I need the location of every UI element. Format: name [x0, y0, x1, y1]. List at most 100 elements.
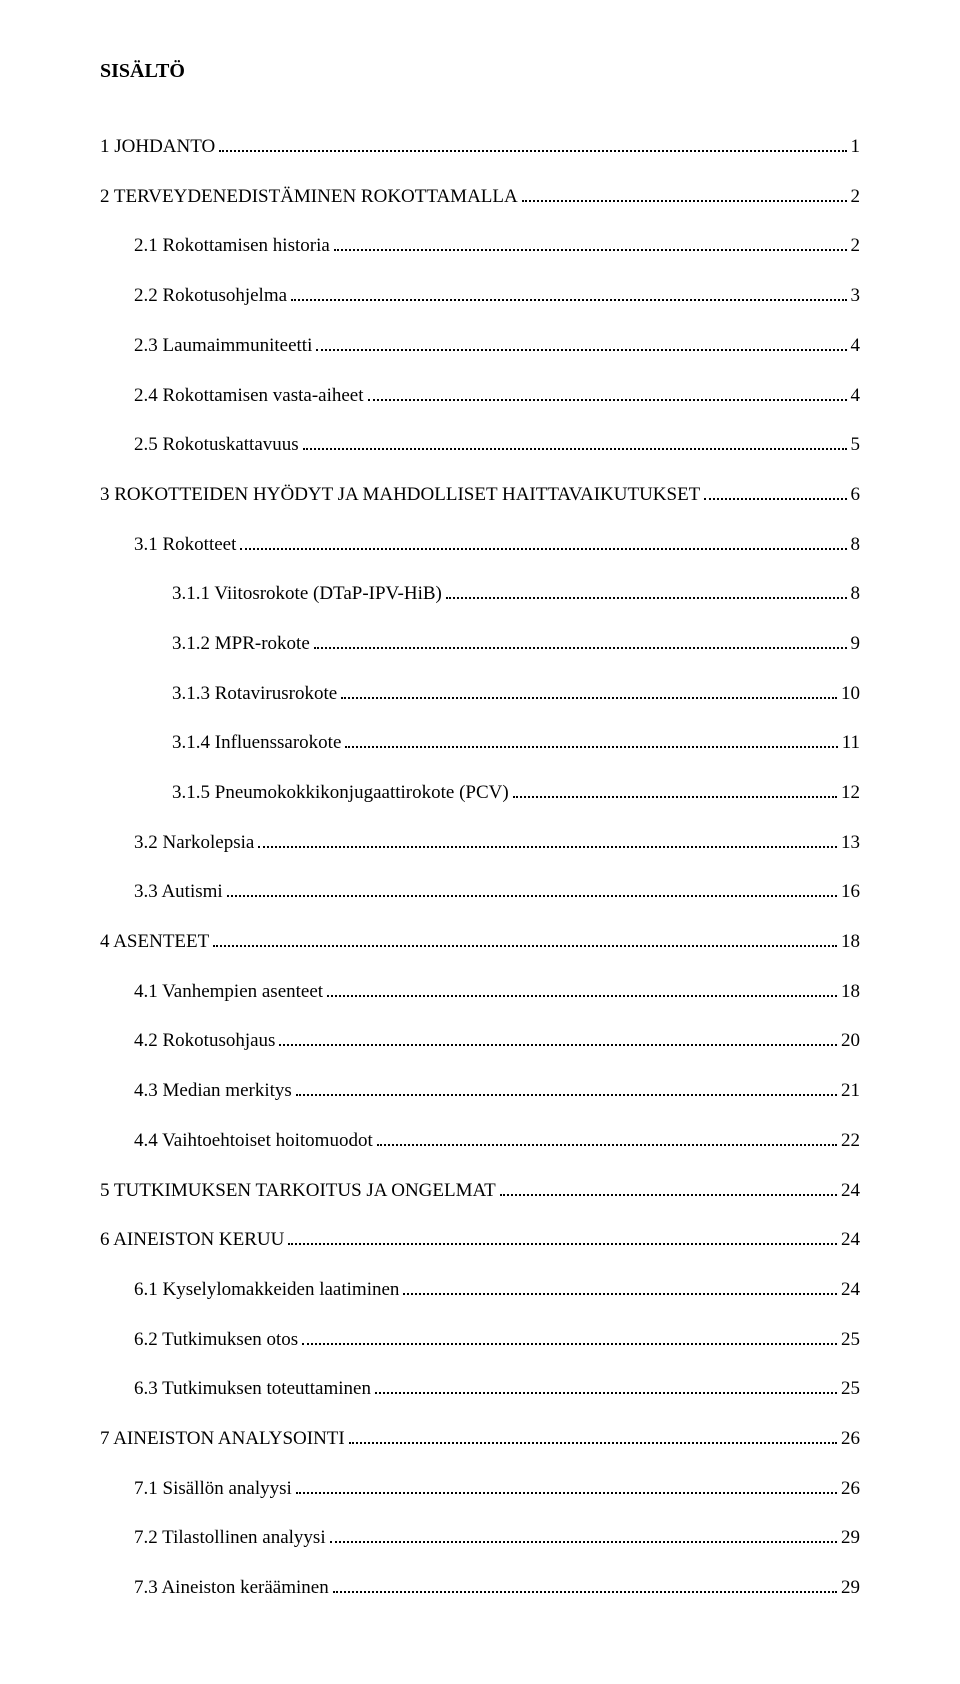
toc-entry-label: 7 AINEISTON ANALYSOINTI: [100, 1426, 345, 1453]
toc-leader-dots: [227, 878, 837, 897]
toc-entry-page: 29: [841, 1525, 860, 1552]
toc-entry: 2.3 Laumaimmuniteetti 4: [100, 332, 860, 360]
toc-entry-page: 24: [841, 1178, 860, 1205]
toc-entry: 4.1 Vanhempien asenteet 18: [100, 978, 860, 1006]
toc-leader-dots: [296, 1077, 837, 1096]
toc-entry-label: 2.3 Laumaimmuniteetti: [134, 333, 312, 360]
toc-entry-page: 9: [851, 631, 861, 658]
toc-leader-dots: [704, 481, 846, 500]
toc-entry-page: 11: [842, 730, 860, 757]
toc-leader-dots: [291, 282, 846, 301]
toc-entry: 4.2 Rokotusohjaus 20: [100, 1027, 860, 1055]
toc-entry-page: 8: [851, 581, 861, 608]
toc-entry-page: 24: [841, 1227, 860, 1254]
toc-entry-label: 2.1 Rokottamisen historia: [134, 233, 330, 260]
toc-entry-page: 24: [841, 1277, 860, 1304]
toc-entry: 4 ASENTEET 18: [100, 928, 860, 956]
toc-leader-dots: [403, 1276, 837, 1295]
toc-entry-label: 4.1 Vanhempien asenteet: [134, 979, 323, 1006]
toc-entry: 3.1.3 Rotavirusrokote 10: [100, 680, 860, 708]
toc-leader-dots: [327, 978, 837, 997]
toc-entry-label: 3.3 Autismi: [134, 879, 223, 906]
toc-entry-page: 21: [841, 1078, 860, 1105]
toc-entry: 3.3 Autismi 16: [100, 878, 860, 906]
toc-entry-page: 3: [851, 283, 861, 310]
toc-leader-dots: [240, 531, 846, 550]
toc-entry-label: 4.3 Median merkitys: [134, 1078, 292, 1105]
toc-leader-dots: [296, 1475, 837, 1494]
toc-entry-page: 1: [851, 134, 861, 161]
toc-leader-dots: [330, 1524, 837, 1543]
toc-entry-label: 3.1.3 Rotavirusrokote: [172, 681, 337, 708]
toc-leader-dots: [258, 829, 837, 848]
toc-leader-dots: [522, 183, 847, 202]
toc-entry: 7 AINEISTON ANALYSOINTI 26: [100, 1425, 860, 1453]
toc-entry-page: 26: [841, 1426, 860, 1453]
toc-leader-dots: [341, 680, 837, 699]
toc-leader-dots: [303, 431, 847, 450]
toc-entry: 3.1 Rokotteet 8: [100, 531, 860, 559]
toc-entry-label: 7.1 Sisällön analyysi: [134, 1476, 292, 1503]
toc-entry-page: 5: [851, 432, 861, 459]
toc-entry-page: 18: [841, 929, 860, 956]
toc-entry-label: 3.2 Narkolepsia: [134, 830, 254, 857]
toc-entry: 4.3 Median merkitys 21: [100, 1077, 860, 1105]
toc-title: SISÄLTÖ: [100, 60, 860, 83]
toc-entry-label: 1 JOHDANTO: [100, 134, 215, 161]
toc-leader-dots: [500, 1176, 837, 1195]
toc-entry: 2.2 Rokotusohjelma 3: [100, 282, 860, 310]
toc-entry: 6.1 Kyselylomakkeiden laatiminen 24: [100, 1276, 860, 1304]
toc-entry-label: 2.5 Rokotuskattavuus: [134, 432, 299, 459]
toc-leader-dots: [316, 332, 846, 351]
toc-entry-label: 5 TUTKIMUKSEN TARKOITUS JA ONGELMAT: [100, 1178, 496, 1205]
toc-entry-page: 4: [851, 383, 861, 410]
toc-entry: 6 AINEISTON KERUU 24: [100, 1226, 860, 1254]
toc-leader-dots: [345, 729, 837, 748]
toc-entry-page: 8: [851, 532, 861, 559]
toc-entry: 3.1.1 Viitosrokote (DTaP-IPV-HiB) 8: [100, 580, 860, 608]
toc-leader-dots: [279, 1027, 837, 1046]
toc-entry-label: 6 AINEISTON KERUU: [100, 1227, 284, 1254]
toc-entry-page: 13: [841, 830, 860, 857]
toc-leader-dots: [219, 133, 846, 152]
toc-entry: 7.3 Aineiston kerääminen 29: [100, 1574, 860, 1602]
toc-entry-label: 3.1.5 Pneumokokkikonjugaattirokote (PCV): [172, 780, 509, 807]
toc-entry: 2.1 Rokottamisen historia 2: [100, 232, 860, 260]
toc-entry-page: 2: [851, 184, 861, 211]
toc-entry-label: 4 ASENTEET: [100, 929, 209, 956]
toc-entry: 3.1.2 MPR-rokote 9: [100, 630, 860, 658]
toc-leader-dots: [446, 580, 847, 599]
toc-entry: 2.4 Rokottamisen vasta-aiheet 4: [100, 381, 860, 409]
toc-leader-dots: [302, 1326, 837, 1345]
toc-entry-page: 26: [841, 1476, 860, 1503]
toc-entry: 2 TERVEYDENEDISTÄMINEN ROKOTTAMALLA 2: [100, 183, 860, 211]
toc-entry-page: 10: [841, 681, 860, 708]
toc-leader-dots: [349, 1425, 837, 1444]
toc-entry-label: 4.2 Rokotusohjaus: [134, 1028, 275, 1055]
toc-entry-label: 3.1.4 Influenssarokote: [172, 730, 341, 757]
toc-entry: 7.2 Tilastollinen analyysi 29: [100, 1524, 860, 1552]
toc-entry: 6.2 Tutkimuksen otos 25: [100, 1326, 860, 1354]
toc-list: 1 JOHDANTO 1 2 TERVEYDENEDISTÄMINEN ROKOT…: [100, 133, 860, 1602]
toc-entry-label: 2.4 Rokottamisen vasta-aiheet: [134, 383, 364, 410]
toc-entry: 6.3 Tutkimuksen toteuttaminen 25: [100, 1375, 860, 1403]
toc-leader-dots: [368, 381, 847, 400]
toc-entry: 3.1.4 Influenssarokote 11: [100, 729, 860, 757]
toc-leader-dots: [314, 630, 847, 649]
toc-entry-page: 25: [841, 1327, 860, 1354]
toc-entry-page: 16: [841, 879, 860, 906]
toc-entry-label: 6.3 Tutkimuksen toteuttaminen: [134, 1376, 371, 1403]
toc-entry-page: 2: [851, 233, 861, 260]
toc-entry: 7.1 Sisällön analyysi 26: [100, 1475, 860, 1503]
toc-leader-dots: [334, 232, 847, 251]
toc-entry: 5 TUTKIMUKSEN TARKOITUS JA ONGELMAT 24: [100, 1176, 860, 1204]
toc-entry: 2.5 Rokotuskattavuus 5: [100, 431, 860, 459]
toc-entry-label: 3.1.1 Viitosrokote (DTaP-IPV-HiB): [172, 581, 442, 608]
toc-entry-page: 22: [841, 1128, 860, 1155]
toc-leader-dots: [513, 779, 837, 798]
toc-entry-label: 3.1.2 MPR-rokote: [172, 631, 310, 658]
toc-entry-page: 25: [841, 1376, 860, 1403]
toc-entry-label: 3 ROKOTTEIDEN HYÖDYT JA MAHDOLLISET HAIT…: [100, 482, 700, 509]
toc-entry-label: 2 TERVEYDENEDISTÄMINEN ROKOTTAMALLA: [100, 184, 518, 211]
toc-entry-page: 29: [841, 1575, 860, 1602]
